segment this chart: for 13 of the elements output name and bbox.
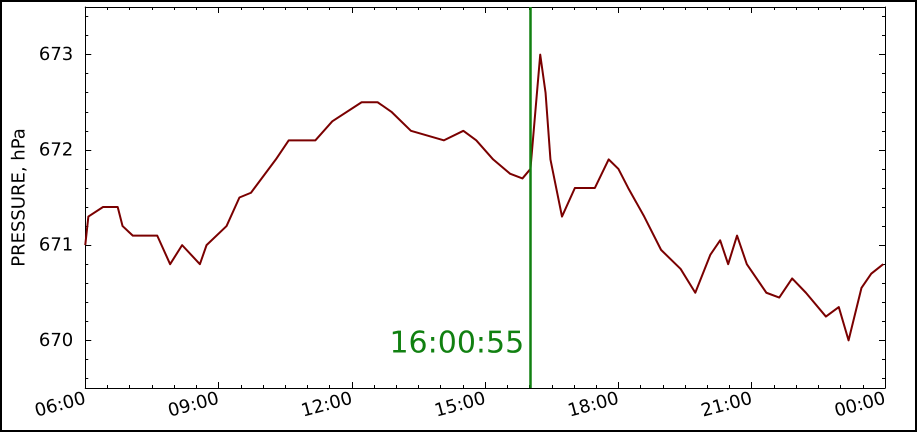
x-tick-label: 15:00 — [432, 388, 488, 422]
y-axis-title: PRESSURE, hPa — [8, 128, 30, 267]
y-tick-label: 670 — [38, 330, 74, 351]
x-tick-label: 09:00 — [166, 388, 222, 422]
y-tick-label: 671 — [38, 234, 74, 256]
x-tick-label: 00:00 — [832, 388, 888, 422]
x-tick-label: 21:00 — [698, 388, 754, 422]
y-tick-label: 673 — [38, 44, 74, 66]
x-tick-label: 06:00 — [32, 388, 88, 422]
x-tick-label: 12:00 — [299, 388, 355, 422]
x-tick-label: 18:00 — [566, 388, 622, 422]
y-tick-label: 672 — [38, 139, 74, 160]
ref-line-label: 16:00:55 — [389, 326, 524, 360]
